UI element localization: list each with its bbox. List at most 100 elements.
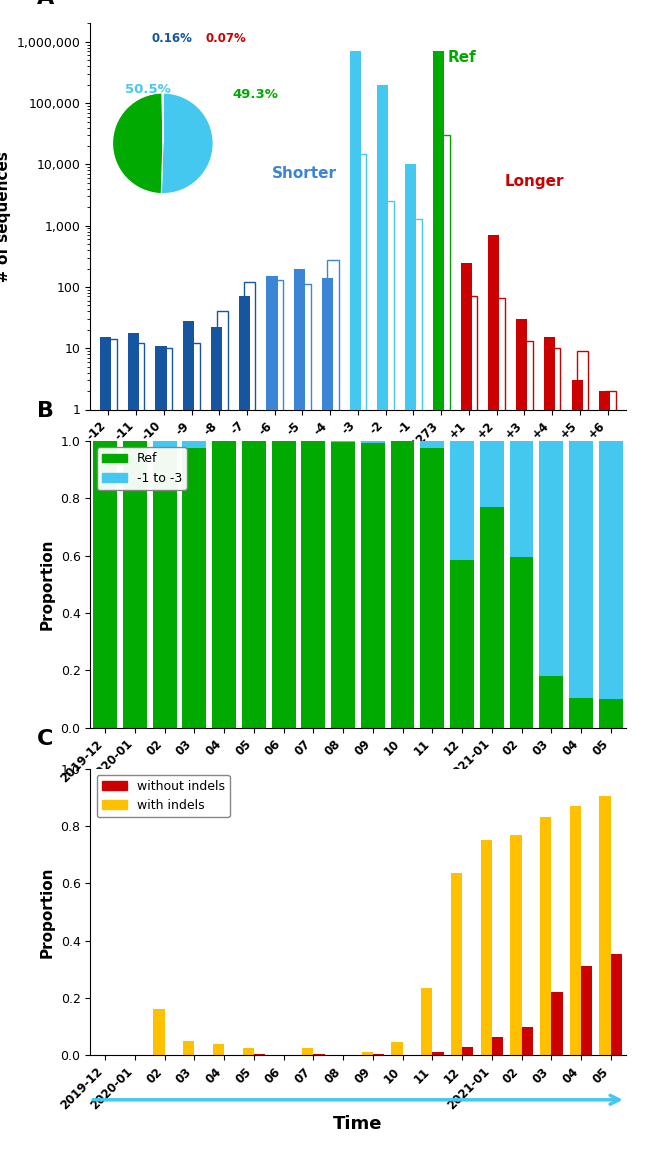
- X-axis label: Sequence length: Sequence length: [273, 457, 443, 475]
- Bar: [211, 328, 222, 1170]
- Bar: [128, 332, 139, 1170]
- Bar: [405, 165, 416, 1170]
- Bar: [432, 1053, 444, 1055]
- Bar: [540, 818, 551, 1055]
- Bar: [611, 954, 622, 1055]
- X-axis label: Time: Time: [333, 1115, 382, 1133]
- Bar: [154, 1010, 164, 1055]
- Bar: [302, 1048, 313, 1055]
- Bar: [544, 337, 555, 1170]
- Bar: [272, 441, 295, 728]
- Bar: [510, 834, 522, 1055]
- Bar: [439, 136, 450, 1170]
- Bar: [599, 698, 622, 728]
- Bar: [522, 1027, 533, 1055]
- Bar: [571, 380, 582, 1170]
- Bar: [569, 441, 593, 697]
- Wedge shape: [162, 94, 163, 144]
- Bar: [605, 391, 616, 1170]
- Bar: [332, 441, 355, 728]
- Y-axis label: Proportion: Proportion: [40, 866, 55, 958]
- Bar: [480, 441, 504, 507]
- Bar: [361, 442, 384, 728]
- Bar: [450, 560, 474, 728]
- Bar: [488, 235, 499, 1170]
- Bar: [570, 806, 581, 1055]
- Wedge shape: [161, 94, 213, 193]
- Bar: [355, 153, 366, 1170]
- Bar: [301, 441, 325, 728]
- Bar: [599, 441, 622, 698]
- Bar: [510, 557, 533, 728]
- Text: 0.16%: 0.16%: [152, 32, 193, 44]
- Bar: [383, 201, 394, 1170]
- Bar: [183, 1041, 194, 1055]
- Text: 0.07%: 0.07%: [205, 32, 246, 44]
- Bar: [391, 441, 415, 728]
- Bar: [242, 441, 266, 728]
- Bar: [569, 697, 593, 728]
- Bar: [153, 441, 177, 448]
- Legend: without indels, with indels: without indels, with indels: [97, 775, 230, 817]
- Bar: [217, 311, 228, 1170]
- Bar: [212, 441, 236, 728]
- Text: 50.5%: 50.5%: [125, 83, 171, 96]
- Bar: [243, 1048, 254, 1055]
- Bar: [377, 84, 388, 1170]
- Bar: [462, 1047, 473, 1055]
- Bar: [480, 507, 504, 728]
- Y-axis label: # of sequences: # of sequences: [0, 151, 11, 282]
- Bar: [294, 268, 305, 1170]
- Bar: [539, 441, 563, 676]
- Bar: [461, 262, 471, 1170]
- Bar: [155, 345, 166, 1170]
- Bar: [481, 840, 491, 1055]
- Bar: [581, 966, 592, 1055]
- Bar: [361, 441, 384, 442]
- Bar: [466, 296, 477, 1170]
- Y-axis label: Proportion: Proportion: [40, 538, 55, 631]
- Text: Longer: Longer: [505, 173, 564, 188]
- Bar: [599, 796, 611, 1055]
- Bar: [550, 349, 561, 1170]
- Bar: [183, 321, 194, 1170]
- Bar: [494, 298, 505, 1170]
- Bar: [411, 219, 422, 1170]
- Bar: [450, 441, 474, 560]
- Bar: [106, 339, 117, 1170]
- Bar: [100, 337, 111, 1170]
- Bar: [266, 276, 277, 1170]
- Bar: [94, 441, 117, 728]
- Bar: [362, 1053, 373, 1055]
- Bar: [244, 282, 255, 1170]
- Text: 49.3%: 49.3%: [232, 88, 278, 102]
- Bar: [300, 284, 311, 1170]
- Bar: [183, 448, 206, 728]
- Bar: [433, 51, 444, 1170]
- Bar: [272, 280, 283, 1170]
- Bar: [328, 260, 339, 1170]
- Text: Shorter: Shorter: [272, 166, 337, 181]
- Bar: [516, 319, 527, 1170]
- Text: B: B: [37, 401, 54, 421]
- Bar: [599, 391, 610, 1170]
- Bar: [153, 448, 177, 728]
- Bar: [451, 873, 462, 1055]
- Bar: [421, 987, 432, 1055]
- Text: C: C: [37, 729, 53, 749]
- Bar: [134, 343, 144, 1170]
- Bar: [322, 278, 333, 1170]
- Legend: Ref, -1 to -3: Ref, -1 to -3: [97, 447, 187, 489]
- Bar: [421, 441, 444, 448]
- Bar: [254, 1054, 265, 1055]
- Bar: [373, 1054, 384, 1055]
- Wedge shape: [112, 94, 163, 193]
- Bar: [123, 441, 147, 728]
- Bar: [213, 1044, 224, 1055]
- Bar: [161, 349, 172, 1170]
- Bar: [491, 1037, 503, 1055]
- Bar: [350, 51, 361, 1170]
- Bar: [510, 441, 533, 557]
- Bar: [239, 296, 250, 1170]
- Bar: [421, 448, 444, 728]
